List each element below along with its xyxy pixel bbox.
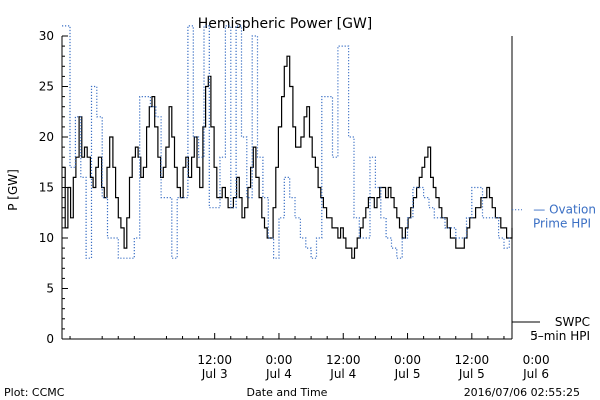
legend-ovation-label-line1: — Ovation: [533, 203, 596, 217]
x-tick-date-label: Jul 6: [522, 367, 549, 381]
legend-swpc-label-line1: SWPC: [555, 315, 590, 329]
x-tick-time-label: 0:00: [265, 353, 292, 367]
y-tick-label: 0: [46, 332, 54, 346]
x-tick-time-label: 0:00: [523, 353, 550, 367]
x-tick-time-label: 0:00: [394, 353, 421, 367]
series-line-swpc: [62, 55, 513, 259]
x-tick-date-label: Jul 5: [458, 367, 485, 381]
footer-plot-source: Plot: CCMC: [4, 386, 65, 399]
x-tick-date-label: Jul 5: [394, 367, 421, 381]
y-tick-label: 10: [39, 231, 54, 245]
y-axis-label: P [GW]: [6, 169, 20, 211]
series-layer: [62, 25, 513, 259]
legend-ovation-label-line2: Prime HPI: [533, 217, 591, 231]
x-tick-date-label: Jul 4: [329, 367, 356, 381]
x-tick-time-label: 12:00: [197, 353, 232, 367]
y-tick-label: 25: [39, 80, 54, 94]
legend-swpc-label-line2: 5–min HPI: [530, 329, 590, 343]
x-tick-date-label: Jul 3: [201, 367, 228, 381]
y-tick-label: 20: [39, 130, 54, 144]
x-tick-time-label: 12:00: [326, 353, 361, 367]
y-tick-label: 5: [46, 282, 54, 296]
x-tick-date-label: Jul 4: [265, 367, 292, 381]
y-tick-label: 15: [39, 181, 54, 195]
series-line-ovation: [62, 25, 512, 259]
chart-title: Hemispheric Power [GW]: [198, 16, 373, 32]
x-tick-time-label: 12:00: [455, 353, 490, 367]
x-axis-label: Date and Time: [247, 386, 328, 399]
footer-timestamp: 2016/07/06 02:55:25: [464, 386, 580, 399]
y-tick-label: 30: [39, 29, 54, 43]
